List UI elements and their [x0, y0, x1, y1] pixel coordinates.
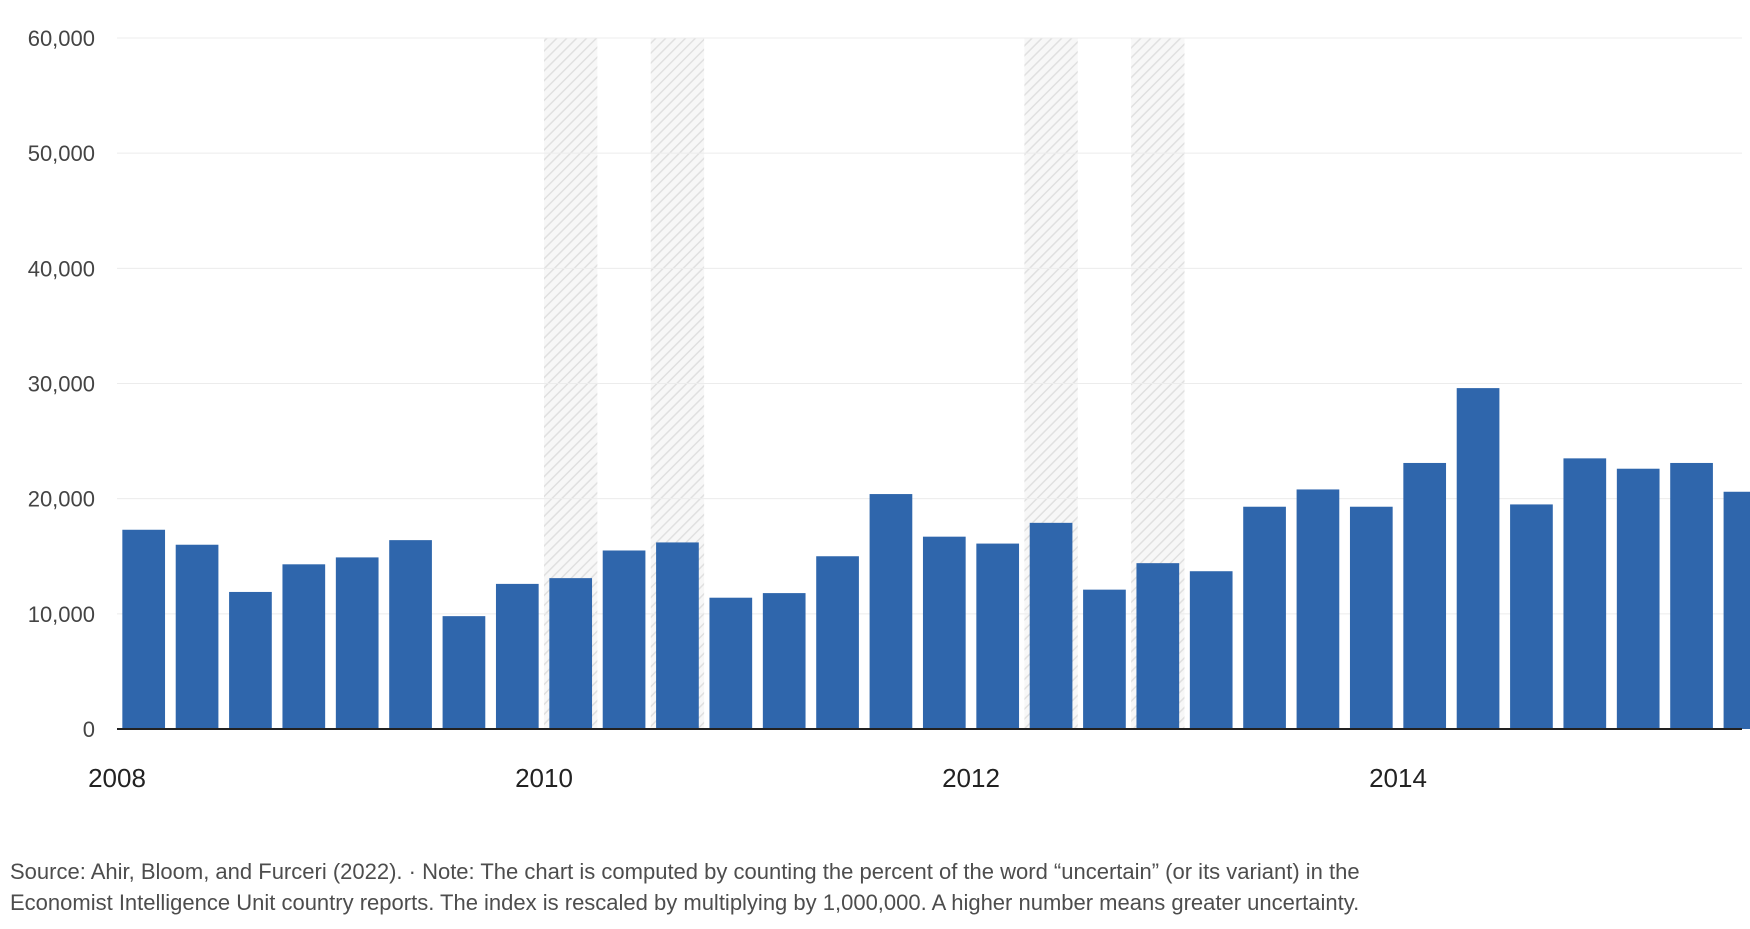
- bar: [1510, 504, 1553, 729]
- y-tick-label: 0: [83, 717, 95, 742]
- bar: [335, 557, 379, 729]
- y-tick-label: 50,000: [28, 141, 95, 166]
- y-tick-label: 40,000: [28, 256, 95, 281]
- y-axis-ticks: 0 10,000 20,000 30,000 40,000 50,000 60,000: [28, 26, 95, 742]
- x-tick-label: 2014: [1369, 763, 1427, 793]
- y-tick-label: 20,000: [28, 487, 95, 512]
- bar: [229, 591, 272, 729]
- bar: [1189, 571, 1233, 729]
- bar: [1616, 468, 1660, 729]
- bar: [1136, 563, 1180, 729]
- bar: [602, 550, 646, 729]
- bar: [1403, 462, 1447, 729]
- bar: [1723, 491, 1750, 729]
- y-tick-label: 10,000: [28, 602, 95, 627]
- bar: [1670, 462, 1713, 729]
- uncertainty-bar-chart: 0 10,000 20,000 30,000 40,000 50,000 60,000 20…: [28, 26, 1750, 793]
- bar: [1296, 489, 1340, 729]
- bar: [389, 540, 432, 729]
- bar: [656, 542, 699, 729]
- bar: [1083, 589, 1126, 729]
- bar: [175, 544, 219, 729]
- bar: [549, 578, 593, 729]
- y-tick-label: 60,000: [28, 26, 95, 51]
- x-tick-label: 2012: [942, 763, 1000, 793]
- chart-footnote: Source: Ahir, Bloom, and Furceri (2022).…: [10, 856, 1740, 918]
- bar: [1349, 506, 1393, 729]
- bar: [762, 593, 806, 729]
- bar: [442, 616, 486, 729]
- y-tick-label: 30,000: [28, 372, 95, 397]
- footnote-line-2: Economist Intelligence Unit country repo…: [10, 890, 1360, 915]
- bar: [1029, 522, 1073, 729]
- bar: [495, 583, 539, 729]
- bar: [282, 564, 326, 729]
- bar: [709, 597, 753, 729]
- footnote-line-1: Source: Ahir, Bloom, and Furceri (2022).…: [10, 859, 1360, 884]
- bar: [816, 556, 859, 729]
- bar: [1456, 388, 1500, 729]
- bar: [976, 543, 1020, 729]
- bar: [1243, 506, 1286, 729]
- x-axis-ticks: 20082010201220142016201820202022: [88, 763, 1427, 793]
- bar-series: [122, 388, 1750, 729]
- bar: [869, 494, 913, 729]
- bar: [922, 536, 966, 729]
- bar: [122, 529, 166, 729]
- bar: [1563, 458, 1607, 729]
- x-tick-label: 2008: [88, 763, 146, 793]
- x-tick-label: 2010: [515, 763, 573, 793]
